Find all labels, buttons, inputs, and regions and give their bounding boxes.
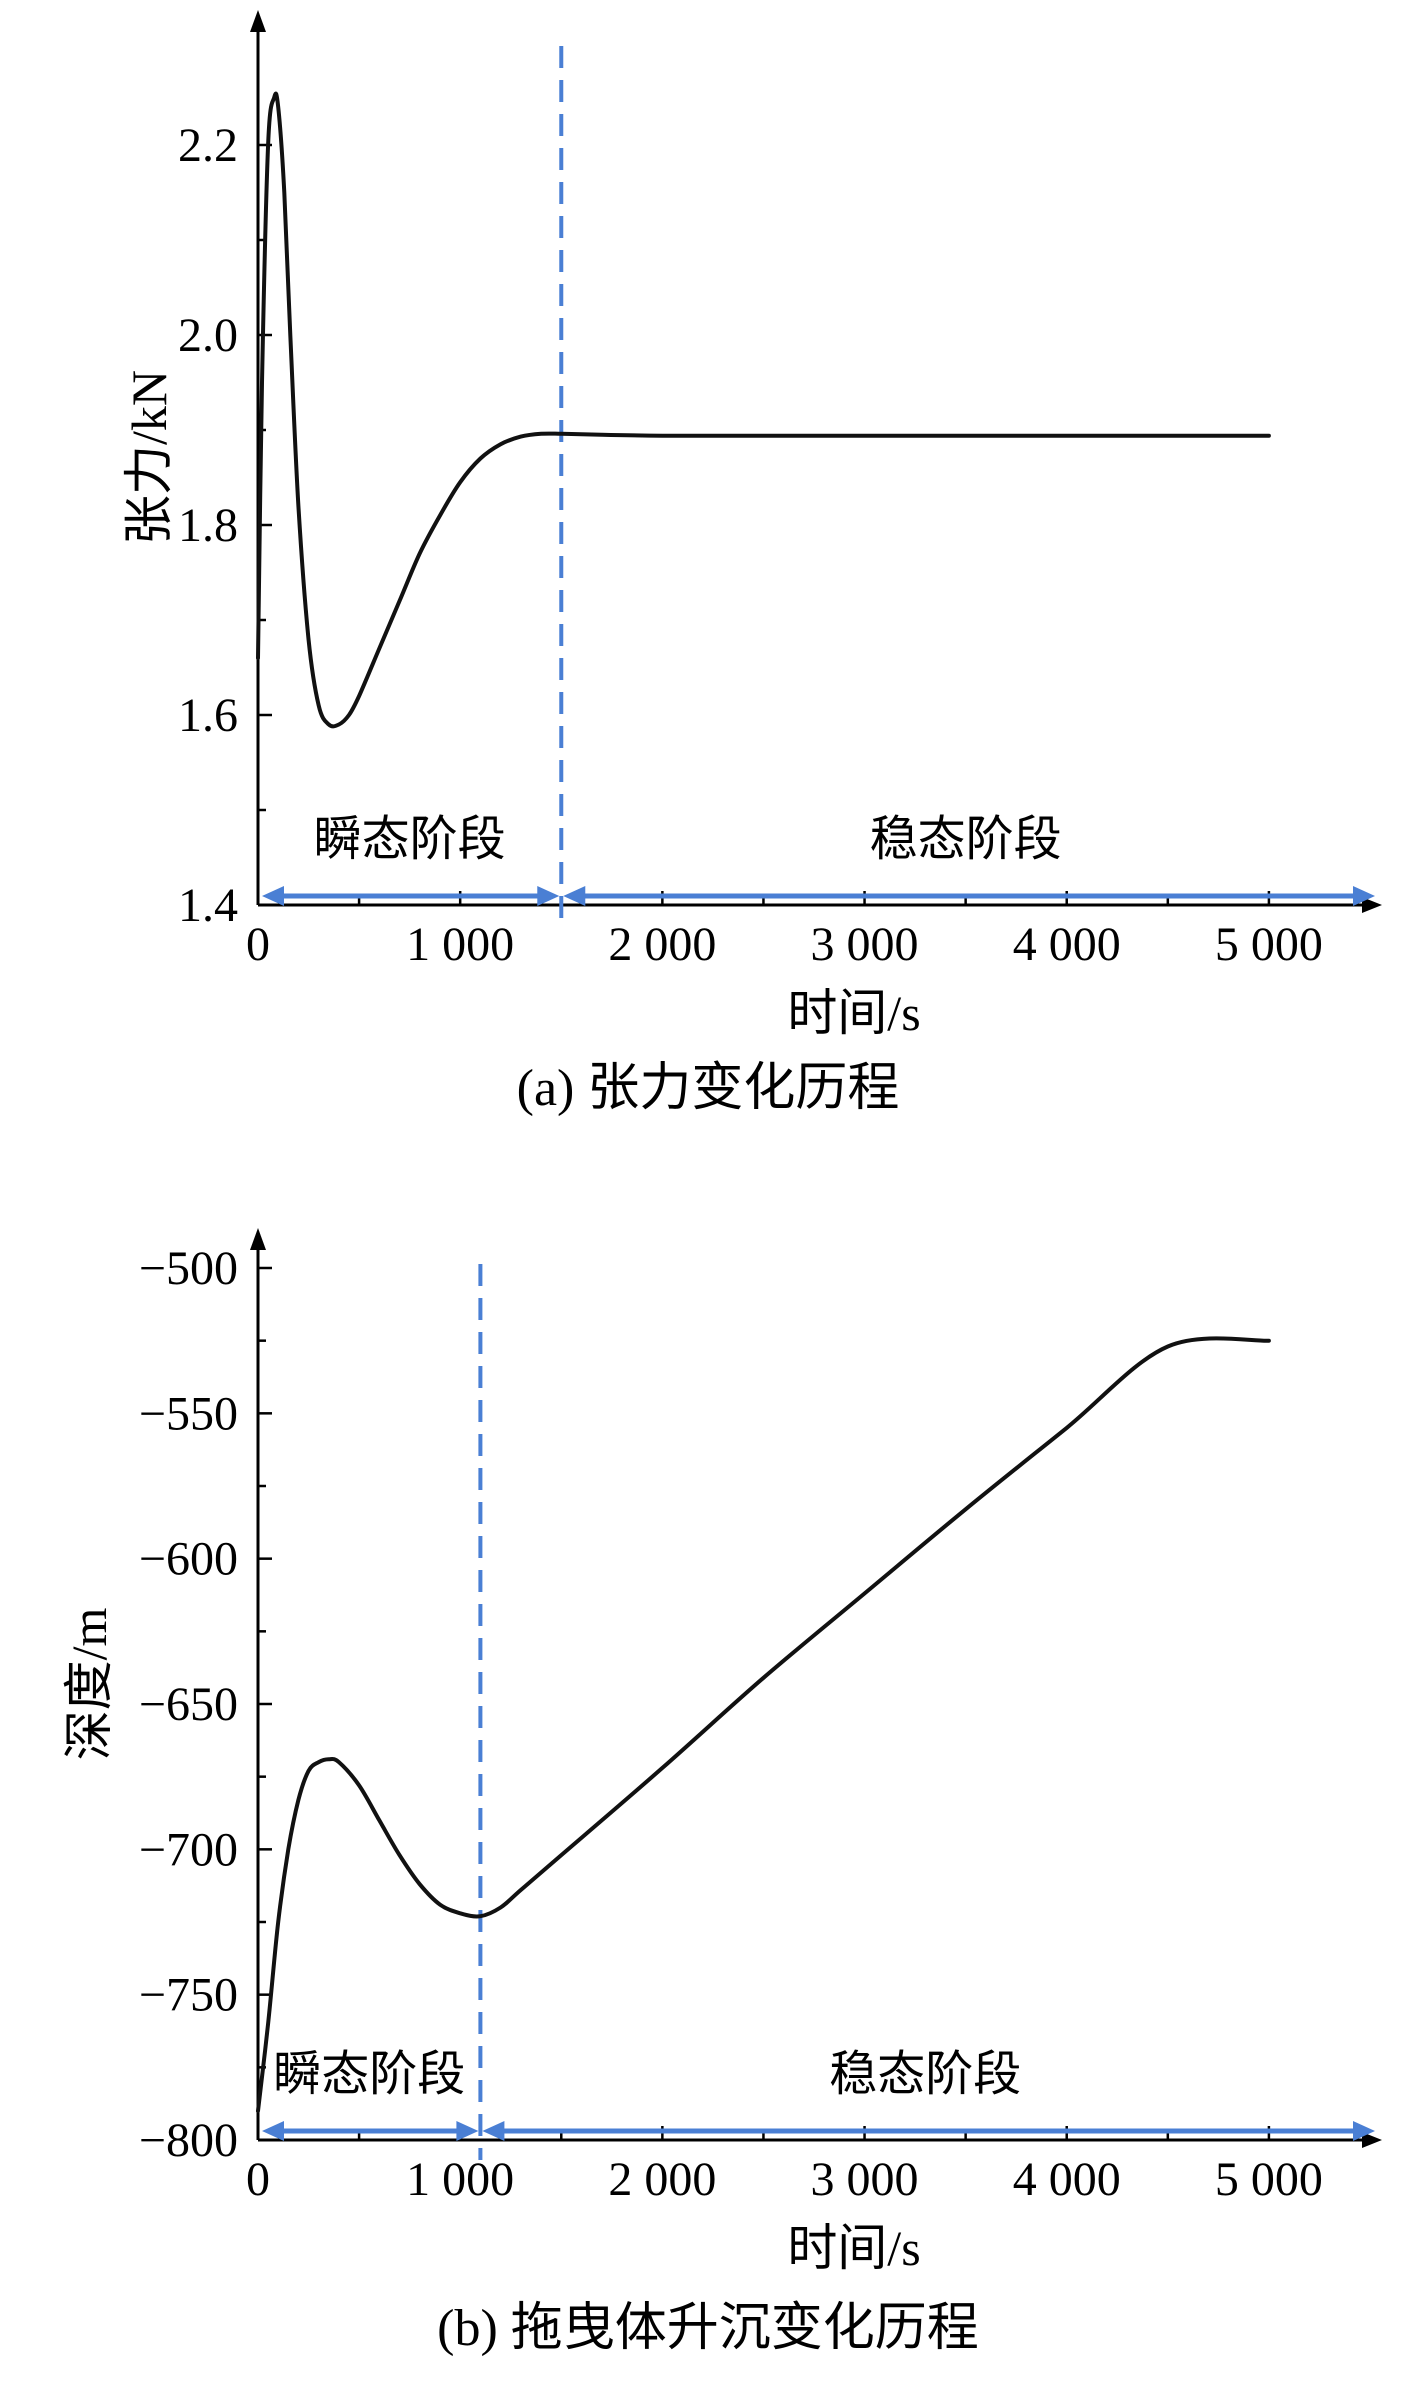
y-tick-label: −750: [139, 1969, 238, 2022]
y-tick-label: −500: [139, 1242, 238, 1295]
panel-caption: (b) 拖曳体升沉变化历程: [437, 2300, 979, 2357]
y-tick-label: −550: [139, 1387, 238, 1440]
transient-arrowhead-right: [537, 886, 560, 906]
y-tick-label: −600: [139, 1533, 238, 1586]
steady-phase-label: 稳态阶段: [870, 811, 1062, 867]
x-axis-arrowhead: [1362, 897, 1382, 913]
transient-phase-label: 瞬态阶段: [314, 811, 506, 867]
y-axis-arrowhead: [250, 1228, 266, 1250]
transient-phase-label: 瞬态阶段: [273, 2046, 465, 2102]
x-axis-label: 时间/s: [787, 985, 920, 1041]
y-axis-label: 深度/m: [61, 1608, 117, 1761]
series-line-0: [256, 1336, 1271, 2113]
y-tick-label: 1.6: [178, 689, 238, 742]
y-tick-label: −700: [139, 1823, 238, 1876]
x-tick-label: 2 000: [608, 2153, 716, 2206]
y-axis-label: 张力/kN: [121, 370, 177, 545]
x-axis-label: 时间/s: [787, 2220, 920, 2276]
panel-a-tension: 0 1 000 2 000 3 000 4 000 5 000 1.4 1.6 1.8 2.0 2.…: [121, 10, 1382, 1117]
steady-phase-label: 稳态阶段: [829, 2046, 1021, 2102]
y-tick-label: −800: [139, 2114, 238, 2167]
y-axis-arrowhead: [250, 10, 266, 32]
y-tick-label: 2.2: [178, 119, 238, 172]
x-tick-label: 1 000: [406, 2153, 514, 2206]
steady-arrowhead-right: [1353, 886, 1375, 906]
x-tick-label: 3 000: [811, 918, 919, 971]
x-tick-label: 4 000: [1013, 918, 1121, 971]
y-tick-label: −650: [139, 1678, 238, 1731]
x-tick-label: 5 000: [1215, 918, 1323, 971]
steady-arrowhead-left: [563, 886, 586, 906]
x-tick-label: 2 000: [608, 918, 716, 971]
x-axis-arrowhead: [1362, 2132, 1382, 2148]
y-tick-label: 2.0: [178, 309, 238, 362]
series-line-0: [256, 91, 1271, 729]
y-tick-label: 1.4: [178, 879, 238, 932]
transient-arrowhead-left: [262, 886, 284, 906]
x-tick-label: 5 000: [1215, 2153, 1323, 2206]
panel-b-depth: 0 1 000 2 000 3 000 4 000 5 000 −800 −750 −700 −6…: [61, 1228, 1382, 2357]
x-tick-label: 0: [246, 2153, 270, 2206]
x-tick-label: 1 000: [406, 918, 514, 971]
steady-arrowhead-left: [482, 2121, 505, 2141]
panel-caption: (a) 张力变化历程: [517, 1060, 900, 1117]
transient-arrowhead-right: [456, 2121, 479, 2141]
x-tick-label: 3 000: [811, 2153, 919, 2206]
transient-arrowhead-left: [262, 2121, 284, 2141]
y-tick-label: 1.8: [178, 499, 238, 552]
x-tick-label: 4 000: [1013, 2153, 1121, 2206]
x-tick-label: 0: [246, 918, 270, 971]
steady-arrowhead-right: [1353, 2121, 1375, 2141]
